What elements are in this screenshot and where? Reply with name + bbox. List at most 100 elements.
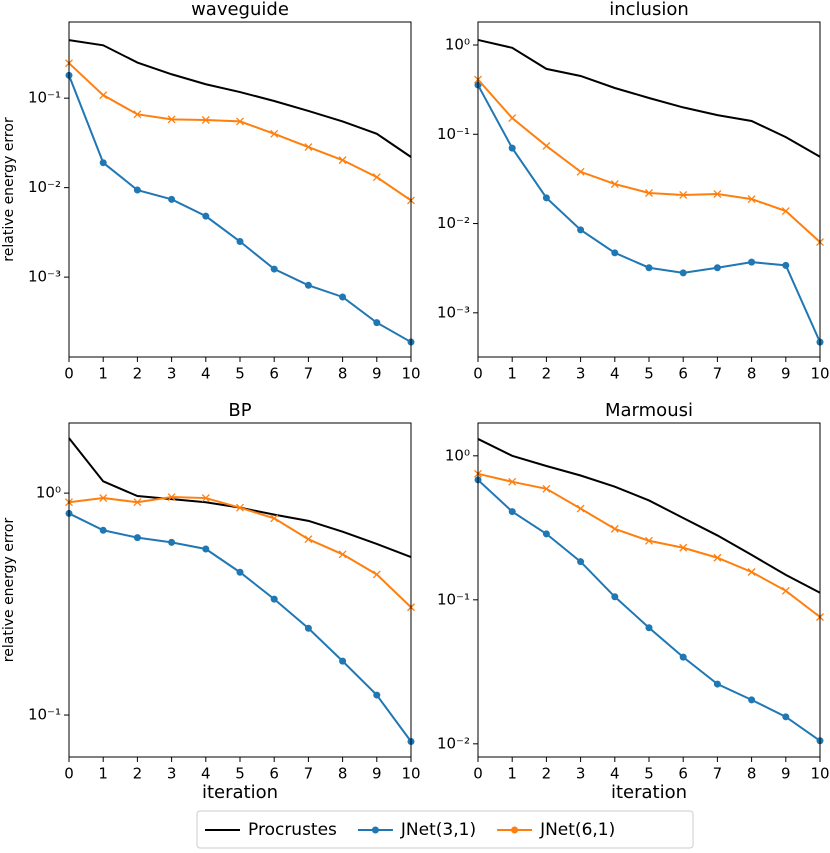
x-tick-label: 8 — [338, 765, 348, 783]
marker — [167, 115, 176, 124]
x-tick-label: 9 — [781, 765, 791, 783]
marker — [747, 568, 756, 576]
marker — [577, 558, 585, 566]
legend-box — [196, 810, 694, 849]
legend-marker — [511, 826, 519, 834]
marker — [304, 143, 313, 152]
marker — [679, 191, 688, 199]
x-tick-label: 0 — [64, 365, 74, 383]
marker — [168, 538, 176, 546]
marker — [236, 568, 244, 576]
marker — [339, 293, 347, 301]
marker — [610, 524, 619, 533]
marker — [201, 116, 210, 124]
marker — [304, 535, 313, 544]
x-tick-label: 6 — [269, 365, 279, 383]
legend-label: Procrustes — [248, 820, 337, 840]
x-tick-label: 4 — [201, 365, 211, 383]
marker — [713, 680, 721, 688]
subplot-title: waveguide — [191, 0, 289, 20]
series-line — [68, 496, 412, 608]
marker — [576, 167, 585, 176]
x-tick-label: 8 — [747, 365, 757, 383]
legend-label: JNet(6,1) — [539, 820, 615, 840]
marker — [748, 696, 756, 704]
marker — [202, 545, 210, 553]
marker — [372, 570, 381, 579]
x-tick-label: 3 — [167, 765, 177, 783]
x-tick-label: 6 — [678, 365, 688, 383]
x-tick-label: 10 — [810, 365, 829, 383]
marker — [202, 212, 210, 220]
series-line — [68, 39, 412, 158]
y-tick-label: 10⁻¹ — [28, 706, 61, 724]
series-line — [477, 479, 821, 742]
y-tick-label: 10⁻¹ — [28, 89, 61, 107]
marker — [611, 249, 619, 257]
x-tick-label: 3 — [576, 765, 586, 783]
y-tick-label: 10⁰ — [445, 446, 470, 464]
subplot-title: inclusion — [609, 0, 689, 20]
marker — [713, 264, 721, 272]
x-tick-label: 4 — [610, 765, 620, 783]
marker — [542, 141, 551, 150]
marker — [373, 691, 381, 699]
marker — [168, 195, 176, 203]
subplot-title: BP — [228, 400, 251, 421]
marker — [781, 586, 790, 595]
series-line — [68, 74, 412, 343]
x-tick-label: 3 — [576, 365, 586, 383]
marker — [508, 114, 517, 123]
marker — [339, 657, 347, 665]
series-line — [68, 437, 412, 559]
marker — [645, 189, 653, 197]
x-tick-label: 5 — [644, 365, 654, 383]
x-tick-label: 1 — [507, 765, 517, 783]
x-tick-label: 10 — [401, 765, 420, 783]
x-tick-label: 7 — [713, 765, 723, 783]
marker — [133, 498, 142, 507]
x-tick-label: 7 — [304, 365, 314, 383]
marker — [270, 265, 278, 273]
series-line — [477, 438, 821, 594]
y-tick-label: 10⁻² — [437, 214, 470, 232]
marker — [782, 713, 790, 721]
x-tick-label: 7 — [713, 365, 723, 383]
axes-frame — [477, 21, 821, 358]
x-tick-label: 2 — [542, 765, 552, 783]
axes-frame — [477, 422, 821, 758]
x-tick-label: 2 — [133, 365, 143, 383]
x-tick-label: 6 — [678, 765, 688, 783]
marker — [236, 503, 244, 512]
marker — [577, 226, 585, 234]
x-tick-label: 5 — [235, 765, 245, 783]
marker — [508, 477, 517, 486]
marker — [610, 180, 619, 189]
x-tick-label: 7 — [304, 765, 314, 783]
x-tick-label: 0 — [64, 765, 74, 783]
marker — [304, 281, 312, 289]
legend-label: JNet(3,1) — [400, 820, 476, 840]
x-tick-label: 2 — [133, 765, 143, 783]
marker — [645, 264, 653, 272]
x-tick-label: 4 — [610, 365, 620, 383]
x-tick-label: 1 — [98, 765, 108, 783]
y-tick-label: 10⁻² — [28, 178, 61, 196]
marker — [645, 624, 653, 632]
marker — [679, 269, 687, 277]
x-tick-label: 2 — [542, 365, 552, 383]
marker — [338, 156, 347, 165]
marker — [99, 494, 108, 503]
marker — [713, 553, 722, 562]
marker — [270, 129, 279, 138]
marker — [679, 543, 688, 552]
axes-frame — [68, 422, 412, 758]
marker — [782, 261, 790, 269]
marker — [270, 595, 278, 603]
marker — [99, 159, 107, 167]
series-line — [477, 78, 821, 243]
marker — [542, 530, 550, 538]
marker — [747, 195, 756, 204]
marker — [542, 484, 551, 493]
